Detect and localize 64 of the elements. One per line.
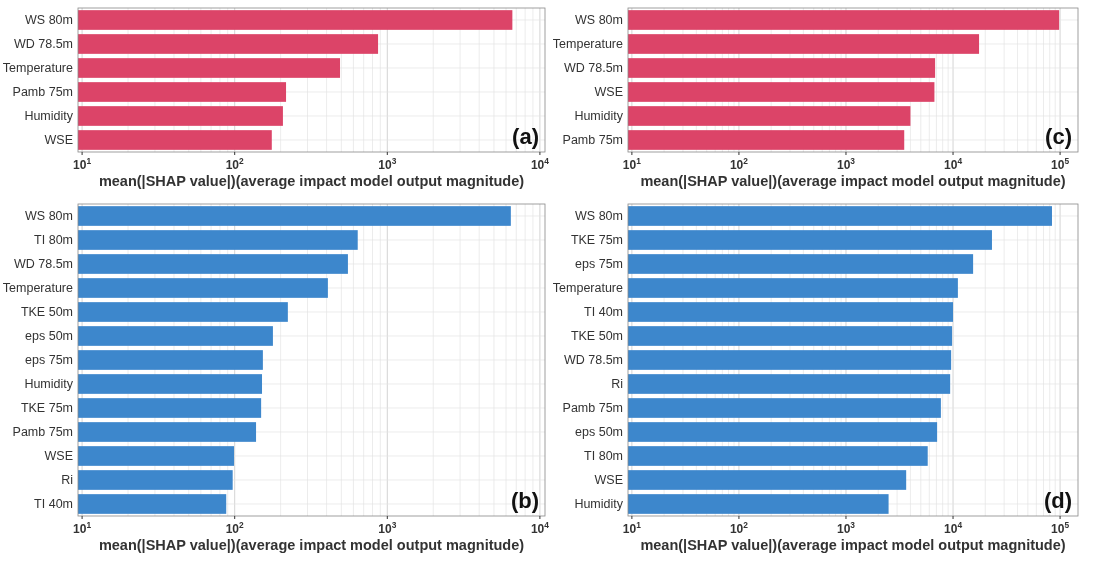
- y-tick-label: Pamb 75m: [12, 85, 73, 100]
- y-tick-label: WS 80m: [25, 13, 73, 28]
- x-tick-label: 10$^{4}$: [530, 156, 550, 172]
- x-tick-label: 10$^{1}$: [622, 520, 642, 536]
- y-tick-label: eps 50m: [575, 425, 623, 440]
- y-tick-label: Humidity: [24, 109, 74, 124]
- y-tick-label: Temperature: [2, 61, 74, 76]
- y-tick-label: TI 40m: [584, 305, 623, 320]
- x-tick-label: 10$^{2}$: [225, 520, 245, 536]
- y-tick-label: eps 75m: [25, 353, 73, 368]
- y-tick-label: WD 78.5m: [563, 61, 623, 76]
- y-tick-label: WD 78.5m: [563, 353, 623, 368]
- annotation: (b): [510, 488, 539, 513]
- annotation: (c): [1045, 124, 1072, 149]
- x-axis-title: mean(|SHAP value|)(average impact model output magnitude): [640, 537, 1066, 553]
- x-axis-title: mean(|SHAP value|)(average impact model output magnitude): [98, 173, 525, 189]
- y-tick-label: Pamb 75m: [562, 401, 623, 416]
- y-tick-label: Temperature: [552, 37, 624, 52]
- x-axis-title: mean(|SHAP value|)(average impact model output magnitude): [640, 173, 1066, 189]
- y-tick-label: TKE 50m: [570, 329, 623, 344]
- y-tick-label: TKE 75m: [570, 233, 623, 248]
- x-tick-label: 10$^{3}$: [836, 520, 856, 536]
- x-tick-label: 10$^{3}$: [378, 520, 397, 536]
- y-tick-label: WD 78.5m: [13, 257, 73, 272]
- y-tick-label: eps 75m: [575, 257, 623, 272]
- x-tick-label: 10$^{1}$: [622, 156, 642, 172]
- y-tick-label: Ri: [611, 377, 623, 392]
- y-tick-label: TI 80m: [584, 449, 623, 464]
- y-tick-label: WSE: [594, 85, 623, 100]
- x-tick-label: 10$^{1}$: [73, 156, 92, 172]
- annotation: (d): [1043, 488, 1072, 513]
- x-tick-label: 10$^{1}$: [73, 520, 92, 536]
- y-tick-label: WS 80m: [25, 209, 73, 224]
- y-tick-label: WSE: [594, 473, 623, 488]
- x-tick-label: 10$^{4}$: [944, 520, 963, 536]
- y-tick-label: TKE 50m: [20, 305, 73, 320]
- y-tick-label: TI 40m: [34, 497, 73, 512]
- y-tick-label: Humidity: [574, 109, 624, 124]
- y-tick-label: WSE: [44, 133, 73, 148]
- x-tick-label: 10$^{4}$: [530, 520, 550, 536]
- x-axis-title: mean(|SHAP value|)(average impact model output magnitude): [98, 537, 525, 553]
- y-tick-label: TI 80m: [34, 233, 73, 248]
- y-tick-label: WS 80m: [575, 13, 623, 28]
- x-tick-label: 10$^{3}$: [836, 156, 856, 172]
- x-tick-label: 10$^{3}$: [378, 156, 397, 172]
- x-tick-label: 10$^{2}$: [225, 156, 245, 172]
- x-tick-label: 10$^{2}$: [729, 520, 749, 536]
- y-tick-label: Humidity: [574, 497, 624, 512]
- y-tick-label: Humidity: [24, 377, 74, 392]
- annotation: (a): [512, 124, 539, 149]
- y-tick-label: eps 50m: [25, 329, 73, 344]
- y-tick-label: WS 80m: [575, 209, 623, 224]
- x-tick-label: 10$^{4}$: [944, 156, 963, 172]
- y-tick-label: Temperature: [2, 281, 74, 296]
- y-tick-label: WSE: [44, 449, 73, 464]
- y-tick-label: Ri: [61, 473, 73, 488]
- x-tick-label: 10$^{5}$: [1051, 520, 1070, 536]
- y-tick-label: Pamb 75m: [12, 425, 73, 440]
- x-tick-label: 10$^{2}$: [729, 156, 749, 172]
- y-tick-label: Pamb 75m: [562, 133, 623, 148]
- y-tick-label: WD 78.5m: [13, 37, 73, 52]
- y-tick-label: Temperature: [552, 281, 624, 296]
- y-tick-label: TKE 75m: [20, 401, 73, 416]
- x-tick-label: 10$^{5}$: [1051, 156, 1070, 172]
